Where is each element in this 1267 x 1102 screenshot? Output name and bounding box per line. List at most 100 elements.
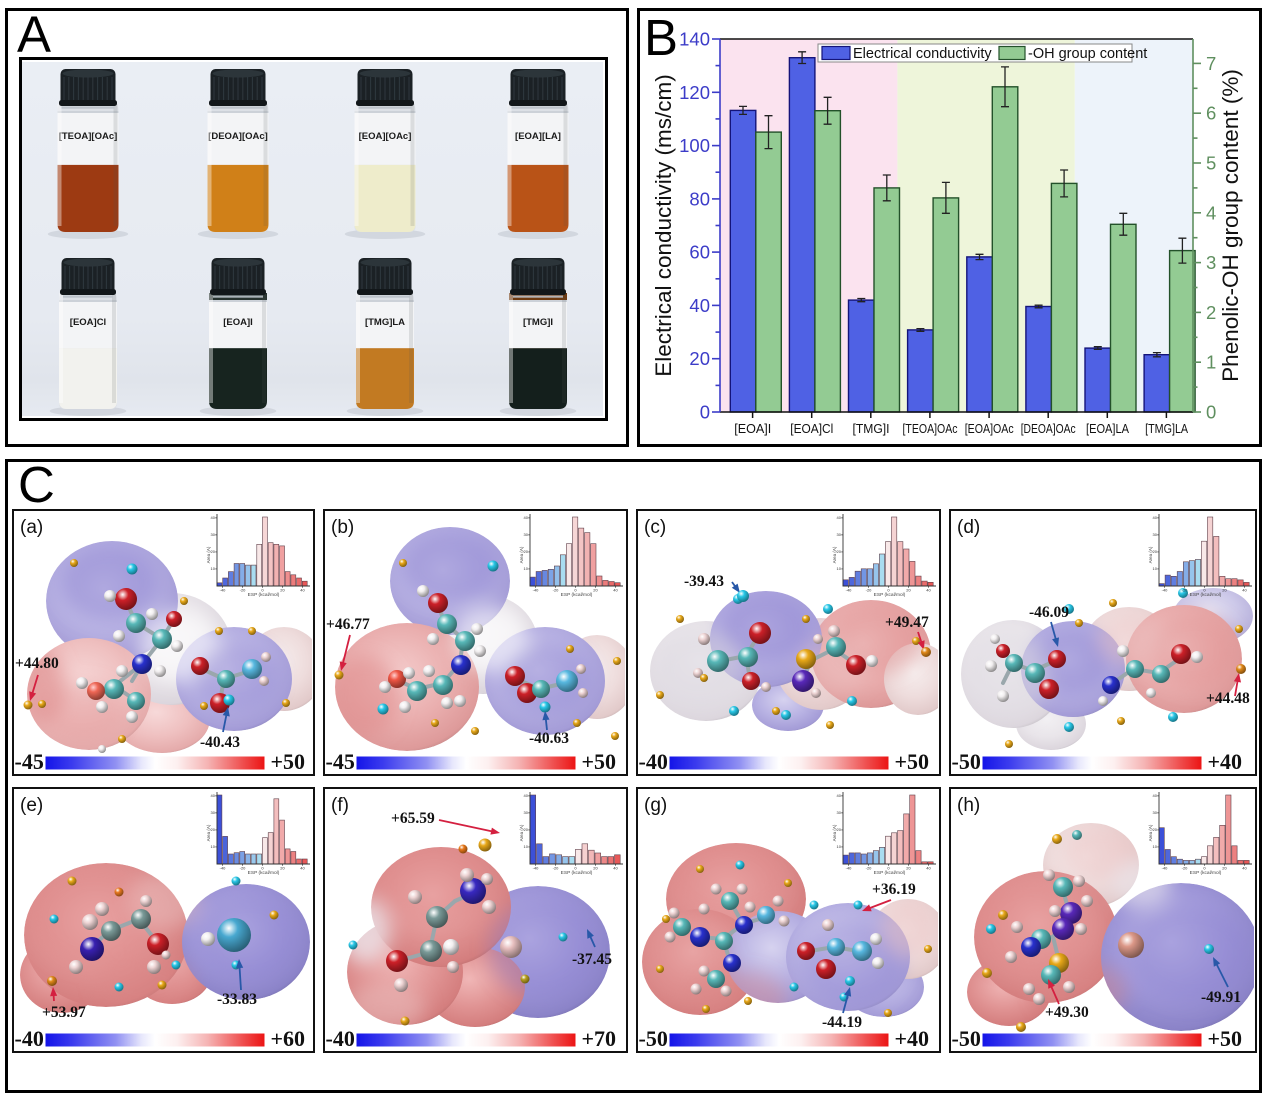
svg-text:+50: +50 xyxy=(895,749,930,773)
svg-text:10: 10 xyxy=(837,566,842,571)
svg-text:[TMG]I: [TMG]I xyxy=(523,317,553,328)
svg-text:10: 10 xyxy=(211,844,216,849)
svg-text:40: 40 xyxy=(689,295,710,316)
svg-text:10: 10 xyxy=(524,844,529,849)
svg-text:ESP (kcal/mol): ESP (kcal/mol) xyxy=(874,592,906,598)
svg-text:40: 40 xyxy=(524,515,529,520)
svg-text:10: 10 xyxy=(1153,566,1158,571)
svg-text:-20: -20 xyxy=(1182,866,1189,871)
svg-text:Electrical conductivity (ms/cm: Electrical conductivity (ms/cm) xyxy=(651,74,676,377)
svg-text:+49.47: +49.47 xyxy=(885,614,929,631)
svg-text:-40.63: -40.63 xyxy=(529,730,569,747)
svg-text:7: 7 xyxy=(1206,53,1216,74)
svg-text:0: 0 xyxy=(261,588,264,593)
svg-text:-40: -40 xyxy=(533,866,540,871)
svg-text:ESP (kcal/mol): ESP (kcal/mol) xyxy=(561,870,593,876)
svg-text:0: 0 xyxy=(1203,588,1206,593)
svg-text:-40: -40 xyxy=(1162,588,1169,593)
svg-text:+44.48: +44.48 xyxy=(1206,690,1250,707)
svg-text:40: 40 xyxy=(211,515,216,520)
svg-text:[TMG]I: [TMG]I xyxy=(853,421,890,436)
svg-text:-39.43: -39.43 xyxy=(684,573,724,590)
svg-text:-45: -45 xyxy=(326,749,355,773)
svg-text:+70: +70 xyxy=(582,1026,617,1050)
svg-text:+44.80: +44.80 xyxy=(15,655,59,672)
svg-text:-20: -20 xyxy=(240,866,247,871)
svg-text:ESP (kcal/mol): ESP (kcal/mol) xyxy=(561,592,593,598)
svg-text:[TMG]LA: [TMG]LA xyxy=(365,317,405,328)
svg-text:(c): (c) xyxy=(644,517,666,538)
svg-text:-40: -40 xyxy=(15,1026,44,1050)
svg-text:-40: -40 xyxy=(533,588,540,593)
svg-text:-40: -40 xyxy=(1162,866,1169,871)
svg-text:6: 6 xyxy=(1206,103,1216,124)
svg-text:+36.19: +36.19 xyxy=(872,881,916,898)
svg-text:(h): (h) xyxy=(957,795,980,816)
svg-text:Phenolic-OH group content (%): Phenolic-OH group content (%) xyxy=(1218,69,1243,382)
svg-text:40: 40 xyxy=(1242,588,1247,593)
svg-text:-20: -20 xyxy=(240,588,247,593)
svg-text:Area (A): Area (A) xyxy=(1148,546,1153,563)
svg-text:[EOA]Cl: [EOA]Cl xyxy=(70,317,106,328)
svg-text:40: 40 xyxy=(300,588,305,593)
svg-text:ESP (kcal/mol): ESP (kcal/mol) xyxy=(248,870,280,876)
svg-text:[EOA]I: [EOA]I xyxy=(223,317,253,328)
svg-text:(d): (d) xyxy=(957,517,980,538)
svg-text:30: 30 xyxy=(211,810,216,815)
svg-text:10: 10 xyxy=(524,566,529,571)
svg-text:-20: -20 xyxy=(866,588,873,593)
svg-text:1: 1 xyxy=(1206,352,1216,373)
svg-text:-40: -40 xyxy=(220,866,227,871)
svg-text:(e): (e) xyxy=(20,795,43,816)
svg-text:+50: +50 xyxy=(582,749,617,773)
svg-text:-20: -20 xyxy=(553,866,560,871)
svg-text:40: 40 xyxy=(211,793,216,798)
svg-text:40: 40 xyxy=(926,866,931,871)
svg-text:40: 40 xyxy=(926,588,931,593)
svg-text:Area (A): Area (A) xyxy=(519,824,524,841)
svg-text:+40: +40 xyxy=(1208,749,1243,773)
svg-text:20: 20 xyxy=(906,588,911,593)
svg-text:10: 10 xyxy=(1153,844,1158,849)
svg-text:0: 0 xyxy=(574,866,577,871)
svg-text:40: 40 xyxy=(837,515,842,520)
svg-text:20: 20 xyxy=(524,827,529,832)
svg-text:20: 20 xyxy=(689,348,710,369)
svg-text:+50: +50 xyxy=(1208,1026,1243,1050)
svg-text:4: 4 xyxy=(1206,202,1216,223)
svg-text:0: 0 xyxy=(574,588,577,593)
svg-text:2: 2 xyxy=(1206,302,1216,323)
svg-text:ESP (kcal/mol): ESP (kcal/mol) xyxy=(248,592,280,598)
svg-text:30: 30 xyxy=(524,532,529,537)
svg-text:-40: -40 xyxy=(846,866,853,871)
svg-text:-46.09: -46.09 xyxy=(1029,604,1069,621)
svg-text:+65.59: +65.59 xyxy=(391,810,435,827)
svg-text:-50: -50 xyxy=(639,1026,668,1050)
svg-text:-50: -50 xyxy=(952,1026,981,1050)
svg-text:+49.30: +49.30 xyxy=(1045,1004,1089,1021)
svg-text:ESP (kcal/mol): ESP (kcal/mol) xyxy=(874,870,906,876)
svg-text:[EOA]OAc: [EOA]OAc xyxy=(965,421,1014,436)
svg-text:(f): (f) xyxy=(331,795,349,816)
svg-text:20: 20 xyxy=(1222,866,1227,871)
svg-text:Area (A): Area (A) xyxy=(832,824,837,841)
svg-text:140: 140 xyxy=(679,29,710,50)
svg-text:20: 20 xyxy=(837,827,842,832)
svg-text:Area (A): Area (A) xyxy=(206,546,211,563)
svg-text:-20: -20 xyxy=(1182,588,1189,593)
svg-text:60: 60 xyxy=(689,242,710,263)
svg-text:-45: -45 xyxy=(15,749,44,773)
svg-text:ESP (kcal/mol): ESP (kcal/mol) xyxy=(1190,870,1222,876)
svg-text:20: 20 xyxy=(280,588,285,593)
svg-text:40: 40 xyxy=(837,793,842,798)
svg-text:-20: -20 xyxy=(866,866,873,871)
svg-text:30: 30 xyxy=(837,810,842,815)
svg-text:0: 0 xyxy=(1206,402,1216,423)
svg-text:3: 3 xyxy=(1206,252,1216,273)
svg-text:40: 40 xyxy=(300,866,305,871)
svg-text:30: 30 xyxy=(524,810,529,815)
svg-text:20: 20 xyxy=(1222,588,1227,593)
svg-text:30: 30 xyxy=(1153,532,1158,537)
svg-text:40: 40 xyxy=(613,588,618,593)
svg-text:Area (A): Area (A) xyxy=(832,546,837,563)
